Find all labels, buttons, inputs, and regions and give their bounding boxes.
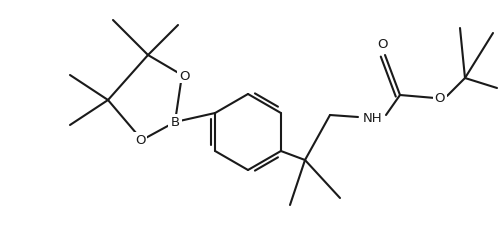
Text: O: O	[179, 69, 190, 82]
Text: NH: NH	[363, 111, 383, 124]
Text: B: B	[170, 116, 179, 129]
Text: O: O	[434, 92, 445, 105]
Text: O: O	[378, 37, 388, 50]
Text: O: O	[135, 134, 145, 147]
